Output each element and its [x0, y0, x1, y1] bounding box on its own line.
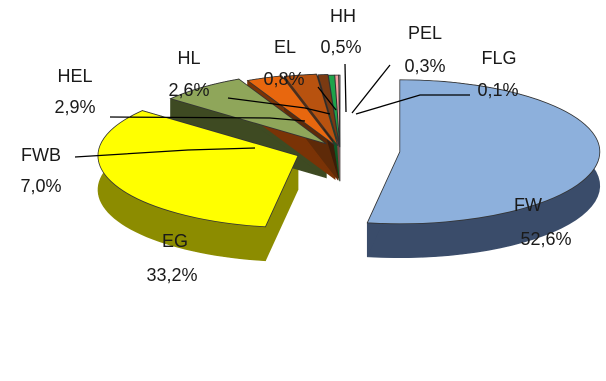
- label-el-name: EL: [274, 37, 296, 57]
- pie-slice-fw: [366, 79, 601, 225]
- label-hl-name: HL: [177, 48, 200, 68]
- pie-slice-el: [317, 74, 340, 147]
- label-fw-name: FW: [514, 195, 542, 215]
- label-fwb-name: FWB: [21, 145, 61, 165]
- label-eg-value: 33,2%: [146, 265, 197, 285]
- label-hh-value: 0,5%: [320, 37, 361, 57]
- label-pel-name: PEL: [408, 23, 442, 43]
- label-hel-value: 2,9%: [54, 97, 95, 117]
- label-fw-value: 52,6%: [520, 229, 571, 249]
- leader-line-hel: [109, 116, 306, 122]
- label-el-value: 0,8%: [263, 69, 304, 89]
- leader-line-pel: [351, 64, 391, 114]
- pie-slice-flg: [338, 74, 341, 148]
- leader-line-hl: [227, 97, 331, 115]
- label-hh-name: HH: [330, 6, 356, 26]
- label-flg-value: 0,1%: [477, 80, 518, 100]
- pie-slice-fwb: [169, 78, 327, 145]
- label-hel-name: HEL: [57, 66, 92, 86]
- pie-slice-eg: [97, 110, 299, 228]
- pie-slice-hel: [246, 75, 336, 146]
- leader-line-fwb: [74, 147, 256, 158]
- label-fwb-value: 7,0%: [20, 176, 61, 196]
- leader-line-el: [317, 86, 337, 111]
- label-hl-value: 2,6%: [168, 80, 209, 100]
- label-flg-name: FLG: [481, 48, 516, 68]
- leader-line-flg: [355, 94, 470, 115]
- leader-line-hh: [344, 63, 347, 113]
- label-eg-name: EG: [162, 231, 188, 251]
- label-pel-value: 0,3%: [404, 56, 445, 76]
